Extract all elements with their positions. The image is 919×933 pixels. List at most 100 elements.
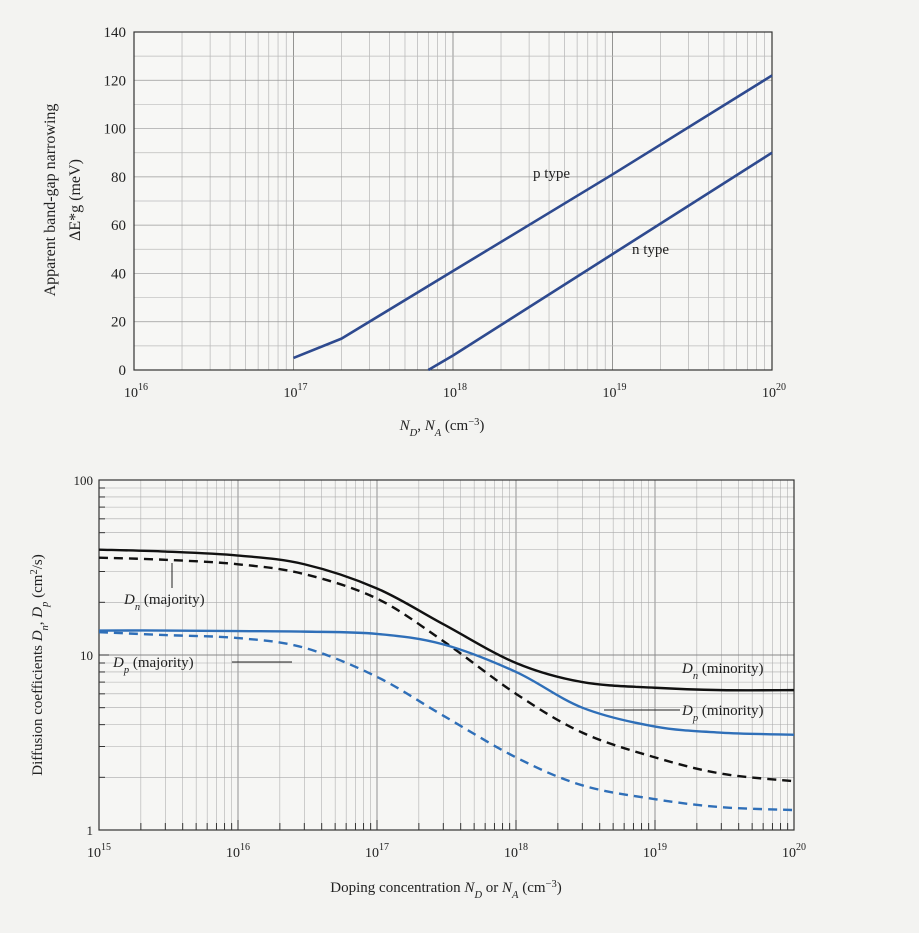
y-axis-title-part: p xyxy=(40,602,51,608)
series-label-dp-majority: Dp (majority) xyxy=(112,655,194,676)
y-tick-label: 60 xyxy=(111,218,126,234)
x-axis-title-part: N xyxy=(463,880,475,896)
tick-base: 10 xyxy=(643,846,657,861)
x-axis-title-part: (cm xyxy=(518,880,545,896)
x-tick-label: 1017 xyxy=(365,842,389,861)
tick-exponent: 18 xyxy=(518,842,528,853)
series-label-dp-minority-part: p xyxy=(692,713,698,724)
series-line-Dn--majority- xyxy=(98,556,795,783)
x-tick-label: 1020 xyxy=(762,382,786,401)
series-line-Dp--minority- xyxy=(98,629,795,736)
y-axis-title-part: D xyxy=(30,630,46,642)
x-tick-label: 1016 xyxy=(124,382,148,401)
y-tick-label: 0 xyxy=(119,363,127,379)
tick-exponent: 19 xyxy=(617,382,627,393)
series-label-p-type: p type xyxy=(533,166,570,182)
tick-exponent: 18 xyxy=(457,382,467,393)
y-tick-label: 40 xyxy=(111,266,126,282)
series-label-dn-majority: Dn (majority) xyxy=(123,592,205,613)
x-axis-title-part: A xyxy=(434,428,442,439)
series-label-dp-minority-part: (minority) xyxy=(698,703,763,719)
x-axis-title-part: −3 xyxy=(546,879,557,890)
x-axis-title-part: N xyxy=(501,880,513,896)
y-tick-label: 100 xyxy=(74,473,94,488)
tick-base: 10 xyxy=(284,386,298,401)
x-axis-title-part: D xyxy=(409,428,418,439)
series-label-dn-minority-part: D xyxy=(681,661,693,677)
y-axis-title-line1: Apparent band-gap narrowing xyxy=(42,104,59,297)
x-axis-title-part: A xyxy=(511,890,519,901)
y-tick-label: 1 xyxy=(87,823,94,838)
tick-base: 10 xyxy=(87,846,101,861)
x-tick-label: 1020 xyxy=(782,842,806,861)
x-axis-title: ND, NA (cm−3) xyxy=(399,417,485,439)
y-tick-label: 10 xyxy=(80,648,93,663)
x-axis-title-part: D xyxy=(473,890,482,901)
series-label-dn-majority-part: n xyxy=(135,602,140,613)
series-label-dp-majority-part: (majority) xyxy=(129,655,194,671)
series-label-dn-majority-part: D xyxy=(123,592,135,608)
x-axis-title-part: −3 xyxy=(468,417,479,428)
tick-exponent: 19 xyxy=(657,842,667,853)
series-line-n-type xyxy=(427,151,773,372)
y-tick-label: 140 xyxy=(104,25,127,41)
x-axis-title: Doping concentration ND or NA (cm−3) xyxy=(330,879,561,901)
series-label-dn-minority-part: (minority) xyxy=(698,661,763,677)
tick-exponent: 17 xyxy=(298,382,308,393)
x-tick-label: 1017 xyxy=(284,382,308,401)
x-tick-label: 1015 xyxy=(87,842,111,861)
series-label-n-type: n type xyxy=(632,242,669,258)
x-tick-label: 1019 xyxy=(603,382,627,401)
y-axis-title-line2: ΔE*g (meV) xyxy=(67,159,84,241)
y-tick-label: 80 xyxy=(111,170,126,186)
y-axis-title-part: 2 xyxy=(29,569,40,574)
x-axis-title-part: ) xyxy=(557,880,562,896)
tick-base: 10 xyxy=(365,846,379,861)
tick-base: 10 xyxy=(603,386,617,401)
y-axis-title-part: , xyxy=(30,618,46,626)
tick-exponent: 16 xyxy=(240,842,250,853)
tick-exponent: 16 xyxy=(138,382,148,393)
x-axis-title-part: N xyxy=(399,418,411,434)
y-axis-title-part: n xyxy=(40,625,51,630)
tick-base: 10 xyxy=(124,386,138,401)
series-line-p-type xyxy=(293,74,773,360)
y-axis-title-part: (cm xyxy=(30,574,46,601)
tick-base: 10 xyxy=(504,846,518,861)
tick-exponent: 17 xyxy=(379,842,389,853)
series-label-dn-minority: Dn (minority) xyxy=(681,661,764,682)
y-axis-title-part: Diffusion coefficients xyxy=(30,641,46,775)
series-label-dp-majority-part: p xyxy=(123,665,129,676)
x-axis-title-part: (cm xyxy=(441,418,468,434)
tick-base: 10 xyxy=(226,846,240,861)
x-axis-title-part: , xyxy=(417,418,425,434)
x-tick-label: 1019 xyxy=(643,842,667,861)
x-axis-title-part: or xyxy=(482,880,502,896)
y-tick-label: 20 xyxy=(111,315,126,331)
tick-exponent: 20 xyxy=(776,382,786,393)
y-axis-title: Diffusion coefficients Dn, Dp (cm2/s) xyxy=(29,554,51,775)
y-axis-title-part: D xyxy=(30,607,46,619)
x-tick-label: 1018 xyxy=(443,382,467,401)
x-tick-label: 1016 xyxy=(226,842,250,861)
x-axis-title-part: ) xyxy=(479,418,484,434)
x-tick-label: 1018 xyxy=(504,842,528,861)
tick-base: 10 xyxy=(443,386,457,401)
y-tick-label: 100 xyxy=(104,122,127,138)
series-label-dp-minority: Dp (minority) xyxy=(681,703,764,724)
series-label-dn-minority-part: n xyxy=(693,671,698,682)
tick-base: 10 xyxy=(762,386,776,401)
tick-exponent: 20 xyxy=(796,842,806,853)
y-axis-title-part: /s) xyxy=(30,554,46,569)
series-label-dn-majority-part: (majority) xyxy=(140,592,205,608)
series-label-dp-majority-part: D xyxy=(112,655,124,671)
x-axis-title-part: N xyxy=(424,418,436,434)
plot-frame xyxy=(133,31,773,371)
tick-exponent: 15 xyxy=(101,842,111,853)
tick-base: 10 xyxy=(782,846,796,861)
plot-frame xyxy=(98,479,795,831)
series-line-Dn--minority- xyxy=(98,548,795,692)
